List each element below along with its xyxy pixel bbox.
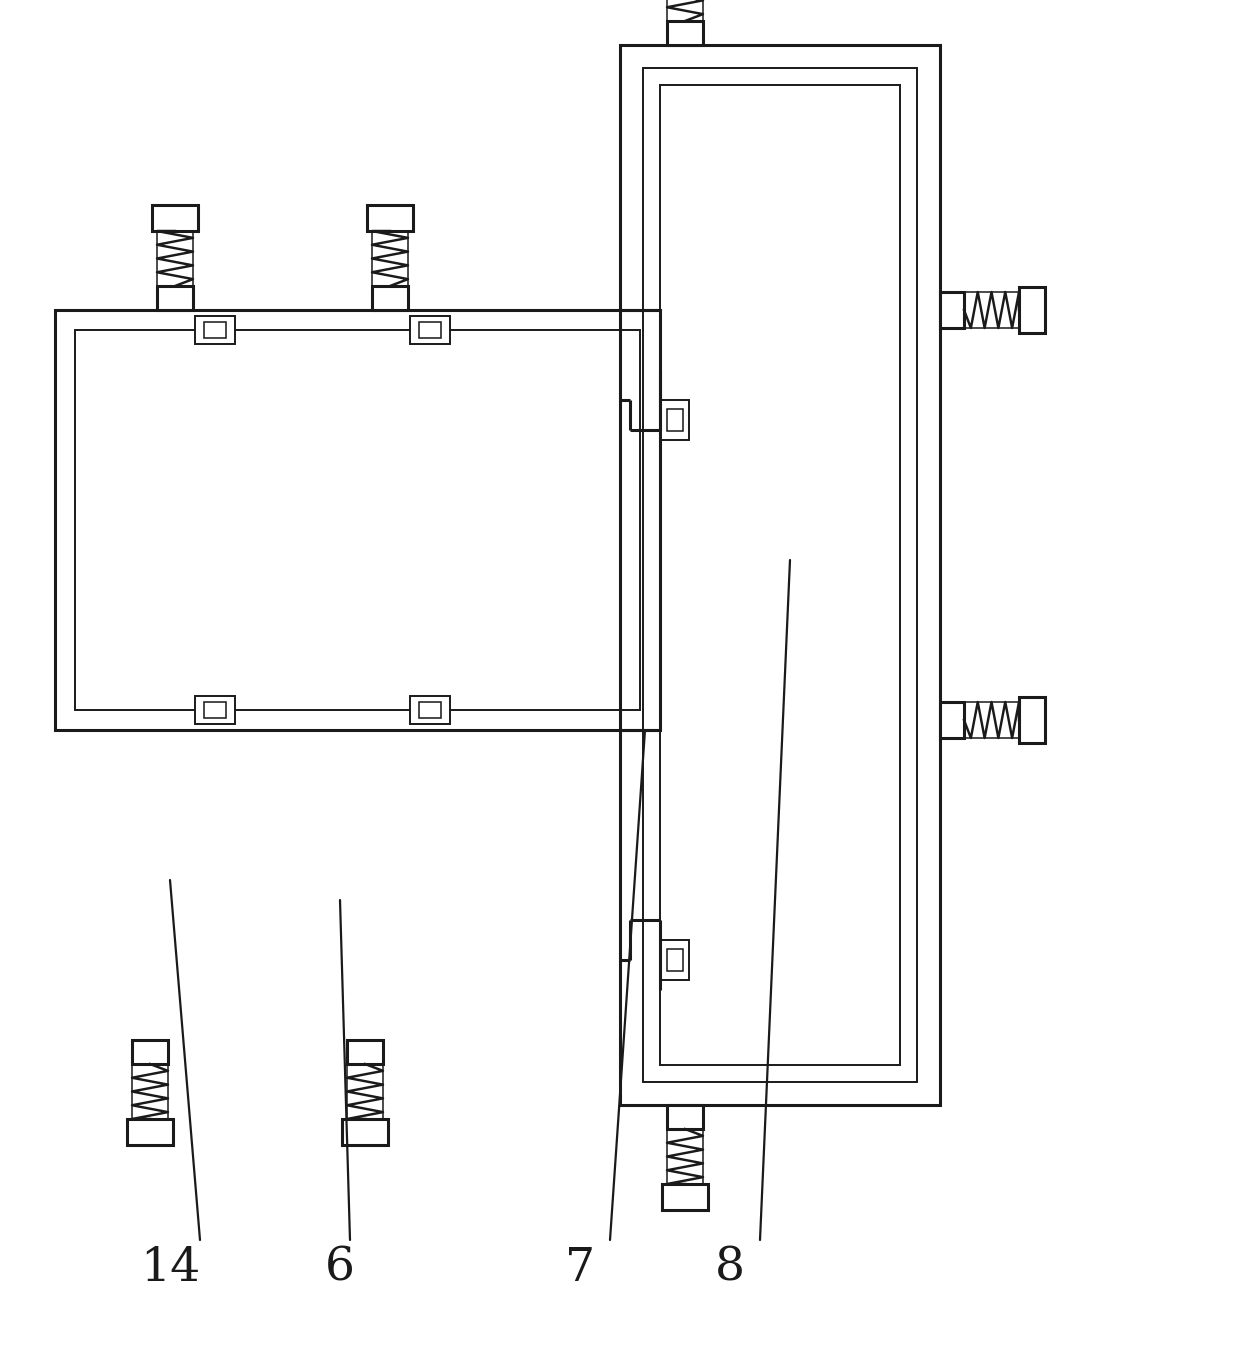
Bar — [940, 702, 963, 738]
Bar — [667, 949, 683, 971]
Bar — [410, 316, 450, 344]
Bar — [419, 702, 441, 718]
Bar — [153, 205, 198, 231]
Text: 8: 8 — [715, 1246, 745, 1291]
Bar — [157, 286, 193, 310]
Bar — [55, 310, 660, 730]
Bar — [1019, 287, 1045, 333]
Bar — [660, 84, 900, 1065]
Bar — [372, 286, 408, 310]
Bar — [662, 1185, 708, 1210]
Bar — [205, 702, 226, 718]
Bar — [667, 20, 703, 45]
Bar — [195, 696, 236, 724]
Text: 6: 6 — [325, 1246, 355, 1291]
Bar — [667, 409, 683, 431]
Bar — [667, 1104, 703, 1129]
Text: 7: 7 — [565, 1246, 595, 1291]
Bar — [131, 1040, 167, 1064]
Bar — [661, 940, 689, 981]
Bar — [1019, 696, 1045, 743]
Bar — [195, 316, 236, 344]
Bar — [342, 1119, 388, 1145]
Bar — [347, 1040, 383, 1064]
Bar — [661, 400, 689, 441]
Bar — [620, 45, 940, 1104]
Bar — [419, 322, 441, 339]
Bar — [644, 68, 918, 1083]
Bar — [205, 322, 226, 339]
Bar — [940, 292, 963, 328]
Bar — [410, 696, 450, 724]
Bar — [126, 1119, 174, 1145]
Text: 14: 14 — [140, 1246, 200, 1291]
Bar — [367, 205, 413, 231]
Bar — [74, 330, 640, 710]
